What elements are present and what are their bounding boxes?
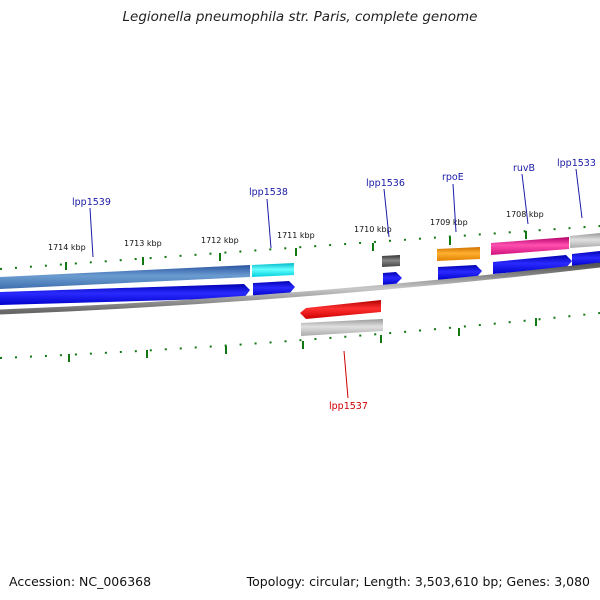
leader-lpp1538 xyxy=(266,198,272,249)
cds-arrow[interactable] xyxy=(383,272,402,285)
gene-label-lpp1539[interactable]: lpp1539 xyxy=(72,197,111,208)
map-title: Legionella pneumophila str. Paris, compl… xyxy=(122,9,478,25)
tick-label-1713: 1713 kbp xyxy=(124,239,162,248)
forward-cds-track xyxy=(0,251,600,305)
gene-label-lpp1537[interactable]: lpp1537 xyxy=(329,401,368,412)
tick-label-1710: 1710 kbp xyxy=(354,225,392,234)
tick-label-1714: 1714 kbp xyxy=(48,243,86,252)
leader-lpp1537 xyxy=(343,350,349,399)
lower-ruler xyxy=(0,312,600,362)
tick-label-1712: 1712 kbp xyxy=(201,236,239,245)
forward-gene-track xyxy=(0,233,600,289)
leader-lpp1539 xyxy=(89,207,94,258)
genome-summary-text: Topology: circular; Length: 3,503,610 bp… xyxy=(246,574,590,589)
tick-label-1708: 1708 kbp xyxy=(506,210,544,219)
gene-label-rpoE[interactable]: rpoE xyxy=(442,172,464,183)
cds-arrow[interactable] xyxy=(0,284,250,305)
tick-label-1711: 1711 kbp xyxy=(277,231,315,240)
label-leaders xyxy=(89,168,583,399)
gene-lpp1533[interactable] xyxy=(570,233,600,248)
gene-ruvB[interactable] xyxy=(491,237,569,255)
gene-label-lpp1536[interactable]: lpp1536 xyxy=(366,178,405,189)
reverse-gene-track xyxy=(300,300,383,336)
leader-rpoE xyxy=(452,183,457,233)
gene-label-lpp1533[interactable]: lpp1533 xyxy=(557,158,596,169)
gene-lpp1539[interactable] xyxy=(0,265,250,289)
gene-lpp1538[interactable] xyxy=(252,263,294,277)
cds-arrow[interactable] xyxy=(493,255,572,274)
gene-label-ruvB[interactable]: ruvB xyxy=(513,163,535,174)
cds-arrow[interactable] xyxy=(253,281,295,296)
leader-lpp1533 xyxy=(575,168,583,219)
gene-lpp1537-rna[interactable] xyxy=(301,319,383,336)
tick-label-1709: 1709 kbp xyxy=(430,218,468,227)
leader-lpp1536 xyxy=(383,188,390,238)
accession-text: Accession: NC_006368 xyxy=(9,574,152,589)
gene-label-lpp1538[interactable]: lpp1538 xyxy=(249,187,288,198)
cds-arrow[interactable] xyxy=(572,251,600,266)
gene-rpoE[interactable] xyxy=(437,247,480,261)
gene-lpp1537[interactable] xyxy=(300,300,381,319)
leader-ruvB xyxy=(521,173,529,225)
cds-arrow[interactable] xyxy=(438,265,482,280)
upper-ruler xyxy=(0,225,600,270)
genome-backbone xyxy=(0,262,600,315)
gene-lpp1536[interactable] xyxy=(382,255,400,267)
